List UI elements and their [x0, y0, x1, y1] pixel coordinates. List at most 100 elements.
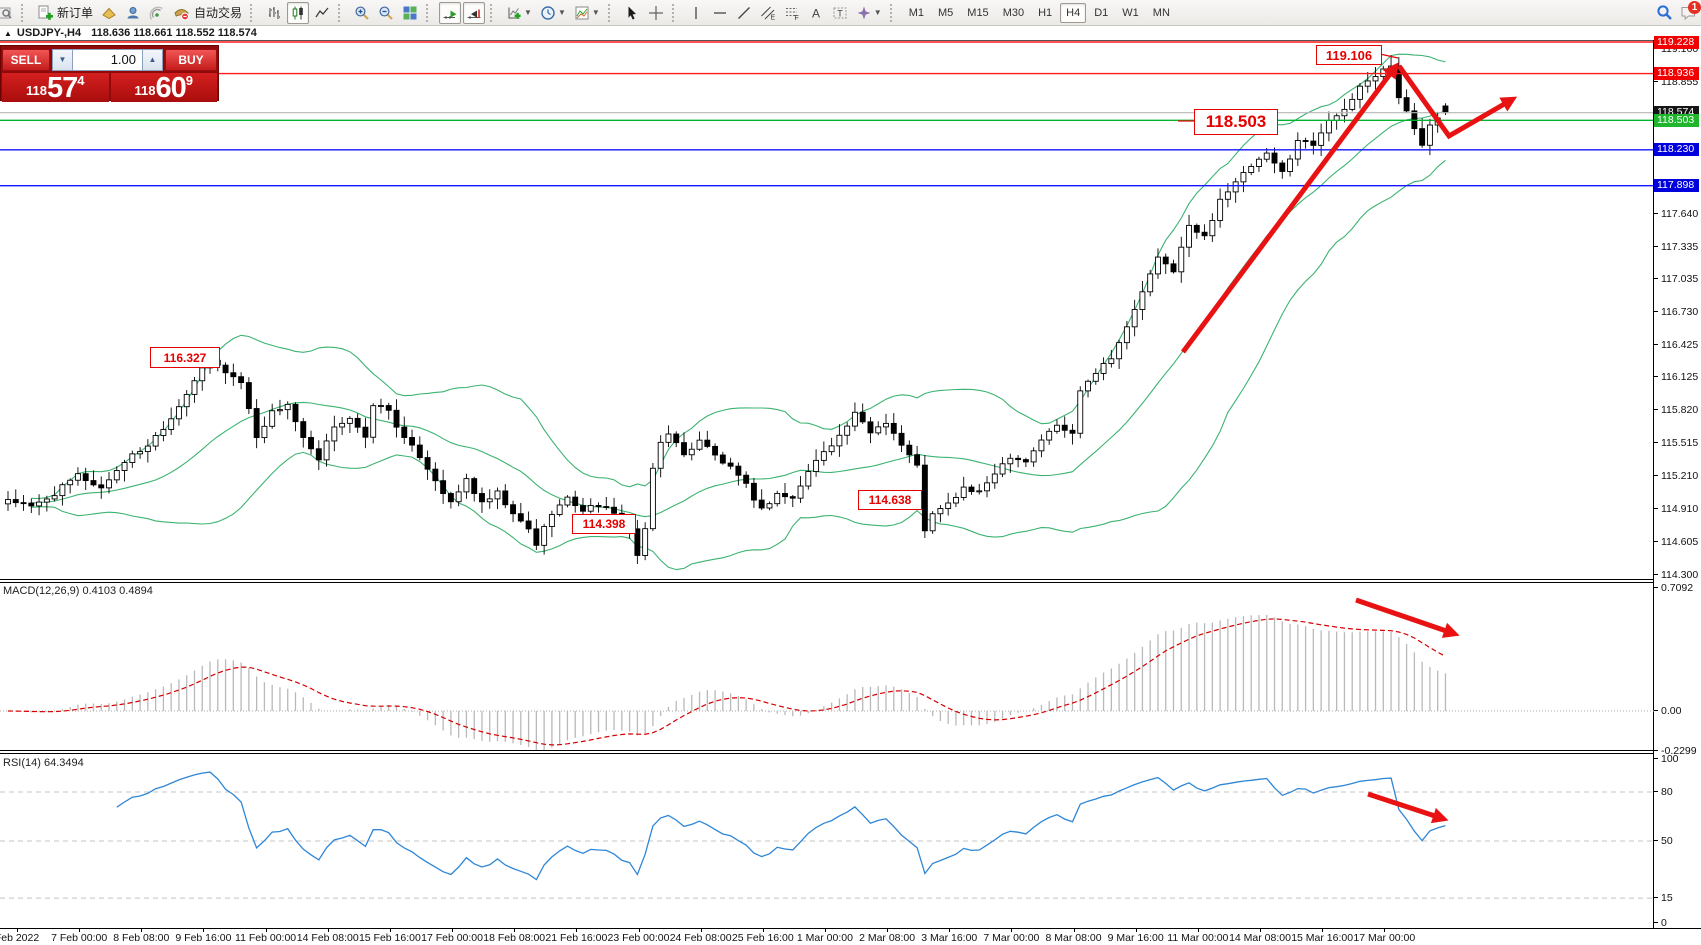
zoom-in-icon[interactable]	[351, 2, 373, 24]
time-label: 15 Feb 16:00	[358, 932, 421, 944]
time-tick	[638, 929, 640, 932]
time-tick	[1322, 929, 1324, 932]
time-tick	[887, 929, 889, 932]
timeframe-M15[interactable]: M15	[967, 6, 989, 19]
new-order-button[interactable]: 新订单	[34, 2, 96, 24]
bar-chart-icon[interactable]	[263, 2, 285, 24]
new-order-label: 新订单	[57, 6, 94, 20]
rsi-tick-label: 50	[1654, 835, 1701, 847]
market-icon[interactable]	[98, 2, 120, 24]
price-tick-label: 114.605	[1654, 536, 1701, 548]
timeframe-M5[interactable]: M5	[938, 6, 954, 19]
time-tick	[141, 929, 143, 932]
svg-text:A: A	[812, 6, 820, 20]
time-tick	[265, 929, 267, 932]
arrows-objects-icon	[857, 6, 871, 19]
time-tick	[514, 929, 516, 932]
fibonacci-icon[interactable]: F	[781, 2, 803, 24]
time-tick	[700, 929, 702, 932]
new-chart-button[interactable]: ▼	[503, 2, 535, 24]
timeframe-H1[interactable]: H1	[1038, 6, 1053, 19]
volume-decrease-button[interactable]: ▼	[52, 48, 73, 71]
chart-search-icon[interactable]	[0, 2, 16, 24]
rsi-tick-label: 15	[1654, 892, 1701, 904]
timeframe-H4[interactable]: H4	[1060, 2, 1087, 23]
rsi-tick-label: 0	[1654, 917, 1701, 929]
price-tick-label: 117.640	[1654, 208, 1701, 220]
line-chart-icon[interactable]	[311, 2, 333, 24]
timeframe-W1[interactable]: W1	[1122, 6, 1139, 19]
one-click-trading-panel: SELL ▼ 1.00 ▲ BUY 118 57 4 118 60 9	[0, 45, 219, 103]
arrows-objects-button[interactable]: ▼	[853, 2, 885, 24]
time-label: 9 Feb 16:00	[175, 932, 232, 944]
time-label: 1 Mar 00:00	[796, 932, 853, 944]
time-tick	[389, 929, 391, 932]
trend-arrow[interactable]	[1355, 597, 1460, 638]
templates-button[interactable]: ▼	[571, 2, 603, 24]
volume-input[interactable]: 1.00	[73, 48, 142, 71]
timeframe-group: M1 M5 M15 M30 H1 H4 D1 W1 MN	[902, 2, 1177, 23]
annotation-connector	[1379, 53, 1399, 59]
symbol-ohlc: 118.636 118.661 118.552 118.574	[91, 27, 257, 39]
symbol-info-bar: ▲ USDJPY-,H4 118.636 118.661 118.552 118…	[0, 26, 1701, 40]
timeframe-MN[interactable]: MN	[1152, 6, 1170, 19]
rsi-tick-label: 80	[1654, 786, 1701, 798]
chevron-down-icon: ▼	[873, 8, 882, 17]
candlestick-chart-icon[interactable]	[287, 1, 310, 24]
period-button[interactable]: ▼	[537, 2, 569, 24]
text-icon[interactable]: A	[805, 2, 827, 24]
price-tick-label: 114.910	[1654, 503, 1701, 515]
tile-windows-icon[interactable]	[399, 2, 421, 24]
time-label: 21 Feb 16:00	[545, 932, 608, 944]
sell-button[interactable]: SELL	[2, 48, 50, 71]
crosshair-icon[interactable]	[645, 2, 667, 24]
macd-tick-label: 0.7092	[1654, 582, 1701, 594]
autotrading-button[interactable]: 自动交易	[170, 2, 245, 24]
volume-increase-button[interactable]: ▲	[142, 48, 163, 71]
trend-arrow[interactable]	[1396, 64, 1518, 140]
trendline-icon[interactable]	[733, 2, 755, 24]
price-tick-label: 115.210	[1654, 470, 1701, 482]
buy-button[interactable]: BUY	[165, 48, 217, 71]
timeframe-D1[interactable]: D1	[1094, 6, 1109, 19]
price-badge: 118.230	[1654, 143, 1699, 157]
chart-canvas[interactable]	[0, 40, 1654, 928]
price-tick-label: 116.425	[1654, 339, 1701, 351]
autotrading-label: 自动交易	[194, 6, 243, 20]
timeframe-M1[interactable]: M1	[908, 6, 924, 19]
horizontal-line-icon[interactable]	[709, 2, 731, 24]
trend-arrow[interactable]	[1367, 791, 1449, 824]
time-label: 8 Mar 08:00	[1045, 932, 1102, 944]
metaeditor-icon[interactable]	[122, 2, 144, 24]
zoom-out-icon[interactable]	[375, 2, 397, 24]
rsi-label: RSI(14) 64.3494	[3, 757, 84, 769]
trend-arrow[interactable]	[1180, 62, 1399, 354]
price-tick-label: 116.730	[1654, 306, 1701, 318]
chart-shift-icon[interactable]	[463, 1, 486, 24]
time-tick	[1011, 929, 1013, 932]
svg-text:T: T	[837, 8, 843, 18]
time-label: 14 Mar 08:00	[1229, 932, 1291, 944]
signal-icon[interactable]	[146, 2, 168, 24]
template-icon	[575, 6, 589, 19]
text-label-icon[interactable]: T	[829, 2, 851, 24]
time-label: 18 Feb 08:00	[483, 932, 546, 944]
chevron-down-icon: ▼	[524, 8, 532, 17]
notifications-button[interactable]: 1	[1677, 0, 1701, 24]
equidistant-channel-icon[interactable]: E	[757, 2, 779, 24]
cursor-icon[interactable]	[621, 2, 643, 24]
price-tick-label: 115.515	[1654, 437, 1701, 449]
collapse-triangle-icon[interactable]: ▲	[4, 28, 12, 38]
price-tick-label: 115.820	[1654, 404, 1701, 416]
toolbar: 新订单 自动交易 ▼ ▼	[0, 0, 1701, 26]
price-tick-label: 117.035	[1654, 273, 1701, 285]
timeframe-M30[interactable]: M30	[1002, 6, 1025, 19]
sell-price[interactable]: 118 57 4	[2, 73, 109, 103]
vertical-line-icon[interactable]	[685, 2, 707, 24]
search-icon[interactable]	[1653, 2, 1676, 24]
buy-price[interactable]: 118 60 9	[110, 73, 217, 103]
time-label: Feb 2022	[0, 932, 40, 944]
time-label: 9 Mar 16:00	[1107, 932, 1164, 944]
time-label: 7 Feb 00:00	[51, 932, 108, 944]
auto-scroll-icon[interactable]	[439, 1, 462, 24]
